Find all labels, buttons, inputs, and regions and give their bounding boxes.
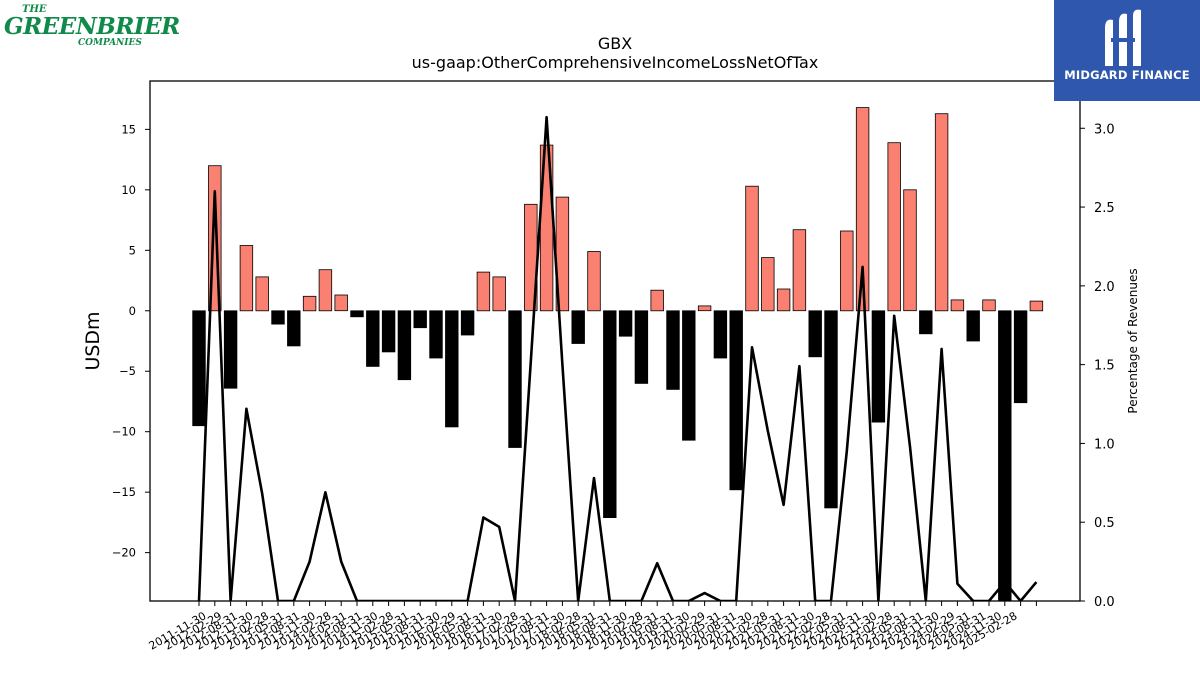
bar — [761, 257, 775, 312]
bar — [934, 113, 949, 312]
bar — [302, 295, 317, 312]
y-tick-label: 15 — [121, 122, 136, 136]
y-tick-label: 10 — [121, 183, 136, 197]
greenbrier-logo: THE GREENBRIER COMPANIES — [4, 4, 180, 52]
y-tick-label: −5 — [119, 364, 136, 378]
y-tick-label: −15 — [112, 485, 136, 499]
bar — [318, 269, 333, 312]
bar — [366, 310, 380, 367]
bar — [287, 310, 301, 347]
bar — [650, 289, 664, 312]
logo-the-text: THE — [22, 4, 47, 15]
bar — [476, 271, 491, 312]
bar — [998, 310, 1012, 602]
bar — [239, 245, 254, 312]
chart-title: GBX — [598, 34, 632, 53]
bar — [587, 251, 601, 312]
y2-tick-label: 1.0 — [1094, 437, 1115, 452]
bar — [460, 310, 475, 336]
y2-tick-label: 2.0 — [1094, 280, 1115, 295]
plot-frame — [149, 80, 1081, 602]
midgard-logo-text: MIDGARD FINANCE — [1064, 68, 1190, 82]
bar — [713, 310, 728, 359]
bar — [350, 310, 364, 318]
bar — [618, 310, 633, 337]
y2-tick-label: 0.5 — [1094, 516, 1115, 531]
bar — [571, 310, 585, 344]
bar — [508, 310, 522, 448]
bar — [413, 310, 427, 329]
bar — [271, 310, 285, 325]
y2-axis-label: Percentage of Revenues — [1126, 268, 1140, 413]
bar — [223, 310, 238, 389]
bar — [397, 310, 412, 381]
bar — [1029, 300, 1044, 312]
bar — [697, 305, 712, 312]
bar — [729, 310, 743, 491]
bar — [603, 310, 617, 518]
bar — [871, 310, 886, 423]
chart-subtitle: us-gaap:OtherComprehensiveIncomeLossNetO… — [412, 53, 819, 72]
bar — [192, 310, 206, 427]
bar — [887, 142, 901, 312]
midgard-finance-logo: MIDGARD FINANCE — [1054, 0, 1200, 101]
logo-name-text: GREENBRIER — [4, 13, 180, 40]
bar — [792, 229, 807, 312]
bar — [919, 310, 933, 335]
y-tick-label: −10 — [112, 425, 136, 439]
bar — [492, 276, 506, 312]
bar — [808, 310, 822, 358]
y2-tick-label: 3.0 — [1094, 122, 1115, 137]
bar — [950, 299, 965, 312]
y2-tick-label: 2.5 — [1094, 201, 1115, 216]
percentage-line — [197, 115, 1038, 601]
bar — [445, 310, 459, 428]
y-tick-label: 5 — [129, 243, 136, 257]
y-axis-label: USDm — [82, 311, 104, 370]
bar — [745, 185, 759, 312]
midgard-mark-icon — [1105, 9, 1141, 67]
y-tick-label: 0 — [129, 304, 136, 318]
bar — [1013, 310, 1028, 404]
bar — [682, 310, 696, 441]
bar — [966, 310, 980, 342]
bar — [982, 299, 996, 312]
bar — [666, 310, 680, 390]
bar — [634, 310, 649, 384]
y2-tick-label: 0.0 — [1094, 595, 1115, 610]
bar — [381, 310, 396, 353]
bar — [840, 230, 854, 312]
y-tick-label: −20 — [112, 546, 136, 560]
bar — [255, 276, 269, 312]
bar — [855, 107, 870, 312]
bar — [429, 310, 443, 359]
bar — [903, 189, 917, 312]
logo-sub-text: COMPANIES — [78, 38, 142, 48]
bar — [334, 294, 348, 312]
bar — [776, 288, 791, 312]
bar — [824, 310, 838, 509]
y2-tick-label: 1.5 — [1094, 359, 1115, 374]
